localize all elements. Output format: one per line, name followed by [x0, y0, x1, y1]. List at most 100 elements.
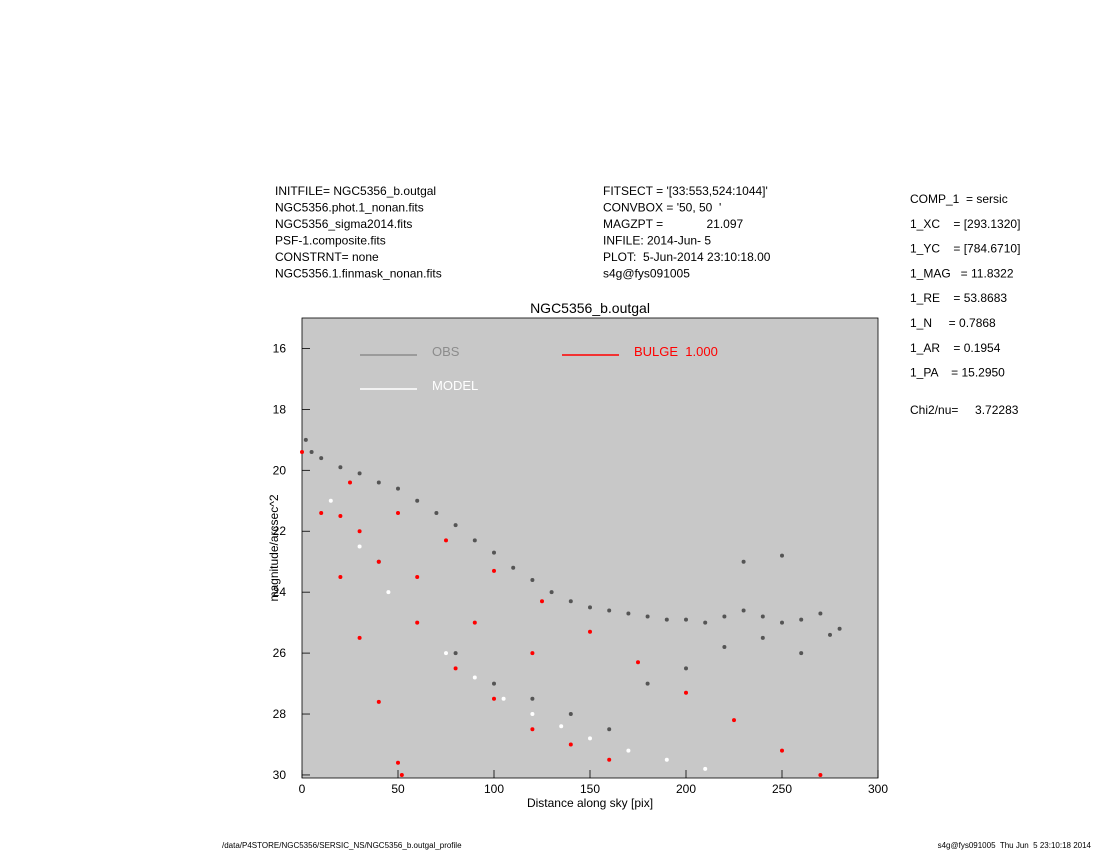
- component-param: 1_MAG = 11.8322: [910, 266, 1014, 280]
- data-point: [549, 590, 554, 595]
- data-point: [818, 772, 823, 777]
- footer-right: s4g@fys091005 Thu Jun 5 23:10:18 2014: [938, 841, 1092, 850]
- header-left-line: CONSTRNT= none: [275, 250, 379, 264]
- data-point: [338, 574, 343, 579]
- legend-label: OBS: [432, 344, 460, 359]
- x-tick-label: 100: [484, 782, 504, 796]
- data-point: [399, 772, 404, 777]
- data-point: [760, 635, 765, 640]
- data-point: [607, 757, 612, 762]
- data-point: [415, 498, 420, 503]
- data-point: [319, 456, 324, 461]
- data-point: [540, 599, 544, 604]
- y-tick-label: 16: [273, 341, 287, 355]
- data-point: [492, 681, 496, 686]
- header-middle-line: PLOT: 5-Jun-2014 23:10:18.00: [603, 250, 771, 264]
- data-point: [376, 699, 381, 704]
- data-point: [607, 727, 612, 732]
- x-axis-label: Distance along sky [pix]: [527, 796, 653, 810]
- data-point: [501, 696, 506, 701]
- data-point: [530, 712, 535, 717]
- header-left-line: NGC5356.1.finmask_nonan.fits: [275, 267, 442, 281]
- data-point: [626, 748, 631, 753]
- data-point: [645, 681, 650, 686]
- component-param: COMP_1 = sersic: [910, 192, 1008, 206]
- data-point: [357, 471, 362, 476]
- legend-label: BULGE 1.000: [634, 344, 718, 359]
- data-point: [444, 651, 448, 656]
- data-point: [722, 645, 727, 650]
- data-point: [636, 660, 640, 665]
- data-point: [415, 574, 420, 579]
- data-point: [319, 510, 324, 515]
- component-param: 1_RE = 53.8683: [910, 291, 1007, 305]
- data-point: [780, 748, 784, 753]
- data-point: [588, 629, 592, 634]
- data-point: [376, 480, 381, 485]
- y-axis-label: magnitude/arcsec^2: [267, 494, 281, 601]
- data-point: [492, 568, 496, 573]
- data-point: [684, 666, 688, 671]
- data-point: [741, 608, 746, 613]
- data-point: [453, 523, 458, 528]
- x-tick-label: 300: [868, 782, 888, 796]
- data-point: [472, 620, 477, 625]
- y-tick-label: 22: [273, 524, 287, 538]
- header-left-line: NGC5356_sigma2014.fits: [275, 217, 412, 231]
- data-point: [780, 620, 784, 625]
- data-point: [568, 712, 573, 717]
- data-point: [492, 696, 496, 701]
- data-point: [780, 553, 784, 558]
- footer-left: /data/P4STORE/NGC5356/SERSIC_NS/NGC5356_…: [222, 841, 462, 850]
- chart-title: NGC5356_b.outgal: [530, 300, 650, 316]
- data-point: [338, 465, 343, 470]
- chi2: Chi2/nu= 3.72283: [910, 403, 1019, 417]
- data-point: [684, 690, 688, 695]
- data-point: [568, 742, 573, 747]
- data-point: [328, 498, 333, 503]
- data-point: [453, 666, 458, 671]
- data-point: [684, 617, 688, 622]
- data-point: [444, 538, 448, 543]
- data-point: [760, 614, 765, 619]
- data-point: [626, 611, 631, 616]
- data-point: [568, 599, 573, 604]
- data-point: [703, 766, 708, 771]
- data-point: [415, 620, 420, 625]
- x-tick-label: 50: [391, 782, 405, 796]
- data-point: [559, 724, 564, 729]
- data-point: [396, 486, 400, 491]
- data-point: [453, 651, 458, 656]
- data-point: [818, 611, 823, 616]
- data-point: [472, 538, 477, 543]
- header-left-line: NGC5356.phot.1_nonan.fits: [275, 201, 424, 215]
- data-point: [664, 757, 669, 762]
- data-point: [530, 727, 535, 732]
- data-point: [722, 614, 727, 619]
- data-point: [607, 608, 612, 613]
- x-tick-label: 200: [676, 782, 696, 796]
- legend-label: MODEL: [432, 378, 478, 393]
- y-tick-label: 24: [273, 585, 287, 599]
- data-point: [703, 620, 708, 625]
- data-point: [396, 760, 400, 765]
- header-middle-line: INFILE: 2014-Jun- 5: [603, 234, 711, 248]
- data-point: [799, 617, 804, 622]
- header-middle-line: s4g@fys091005: [603, 267, 690, 281]
- data-point: [376, 559, 381, 564]
- component-param: 1_AR = 0.1954: [910, 341, 1001, 355]
- data-point: [492, 550, 496, 555]
- component-param: 1_N = 0.7868: [910, 316, 996, 330]
- header-middle-line: FITSECT = '[33:553,524:1044]': [603, 184, 768, 198]
- data-point: [732, 718, 736, 723]
- data-point: [396, 510, 400, 515]
- component-param: 1_XC = [293.1320]: [910, 217, 1020, 231]
- data-point: [309, 450, 314, 455]
- data-point: [530, 696, 535, 701]
- data-point: [799, 651, 804, 656]
- data-point: [530, 577, 535, 582]
- x-tick-label: 250: [772, 782, 792, 796]
- header-middle-line: CONVBOX = '50, 50 ': [603, 201, 721, 215]
- data-point: [664, 617, 669, 622]
- y-tick-label: 28: [273, 707, 287, 721]
